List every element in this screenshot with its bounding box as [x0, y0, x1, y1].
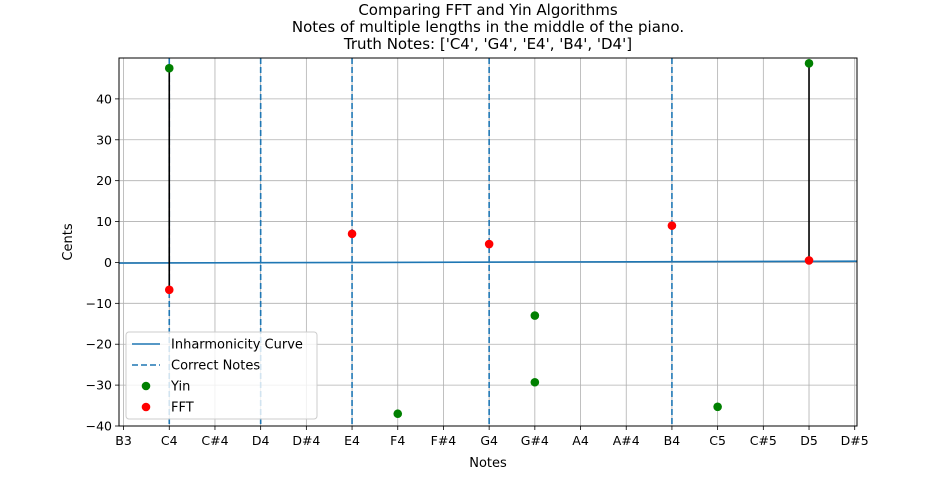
x-tick-label: D5	[800, 433, 818, 448]
x-tick-label: C5	[709, 433, 726, 448]
x-tick-label: D#5	[841, 433, 869, 448]
data-points	[164, 59, 814, 419]
y-tick-label: 40	[96, 91, 112, 106]
x-tick-label: C#4	[201, 433, 228, 448]
x-axis: B3 C4 C#4 D4 D#4 E4 F4 F#4 G4 G#4 A4 A#4 B4 C5 C#5 D5 D#…	[115, 426, 869, 448]
legend-swatch-marker	[141, 402, 151, 412]
y-tick-label: 10	[96, 214, 112, 229]
chart-title: Comparing FFT and Yin Algorithms Notes o…	[292, 1, 684, 53]
yin-point	[713, 402, 722, 412]
chart-title-line-2: Notes of multiple lengths in the middle …	[292, 18, 684, 36]
fft-point	[804, 256, 814, 265]
x-tick-label: F#4	[431, 433, 457, 448]
x-tick-label: D4	[252, 433, 270, 448]
x-tick-label: C#5	[750, 433, 777, 448]
legend-label: Yin	[170, 380, 190, 395]
plot-frame	[118, 57, 858, 427]
legend: Inharmonicity Curve Correct Notes Yin FFT	[125, 331, 318, 420]
x-tick-label: G4	[480, 433, 498, 448]
y-axis: −40 −30 −20 −10 0 10 20 30 40	[86, 91, 119, 434]
yin-point	[530, 311, 540, 320]
x-tick-label: A#4	[613, 433, 640, 448]
fft-point	[164, 285, 174, 295]
yin-point	[530, 377, 540, 387]
fft-point	[347, 229, 357, 239]
x-tick-label: F4	[390, 433, 405, 448]
x-tick-label: C4	[161, 433, 178, 448]
x-tick-label: B3	[115, 433, 132, 448]
x-tick-label: G#4	[521, 433, 549, 448]
x-tick-label: E4	[344, 433, 360, 448]
x-tick-label: A4	[572, 433, 589, 448]
x-tick-label: B4	[664, 433, 681, 448]
legend-label: FFT	[171, 401, 194, 416]
fft-point	[667, 221, 677, 230]
y-tick-label: 30	[96, 132, 112, 147]
y-tick-label: −20	[86, 337, 112, 352]
connector-lines	[168, 63, 810, 290]
legend-swatch-marker	[141, 381, 151, 391]
yin-point	[804, 59, 814, 68]
legend-label: Correct Notes	[171, 359, 260, 374]
y-axis-label: Cents	[61, 223, 76, 260]
chart-title-line-1: Comparing FFT and Yin Algorithms	[358, 1, 618, 19]
legend-label: Inharmonicity Curve	[171, 338, 303, 353]
chart-title-line-3: Truth Notes: ['C4', 'G4', 'E4', 'B4', 'D…	[343, 35, 632, 53]
y-tick-label: 20	[96, 173, 112, 188]
x-axis-label: Notes	[469, 456, 507, 471]
y-tick-label: −10	[86, 296, 112, 311]
fft-point	[484, 239, 494, 249]
yin-point	[164, 63, 174, 73]
inharmonicity-curve-layer	[118, 260, 858, 264]
y-tick-label: −40	[86, 419, 112, 434]
x-tick-label: D#4	[292, 433, 320, 448]
inharmonicity-curve	[118, 260, 858, 264]
y-tick-label: −30	[86, 378, 112, 393]
y-tick-label: 0	[104, 255, 112, 270]
legend-box	[125, 331, 318, 420]
yin-point	[393, 409, 403, 419]
